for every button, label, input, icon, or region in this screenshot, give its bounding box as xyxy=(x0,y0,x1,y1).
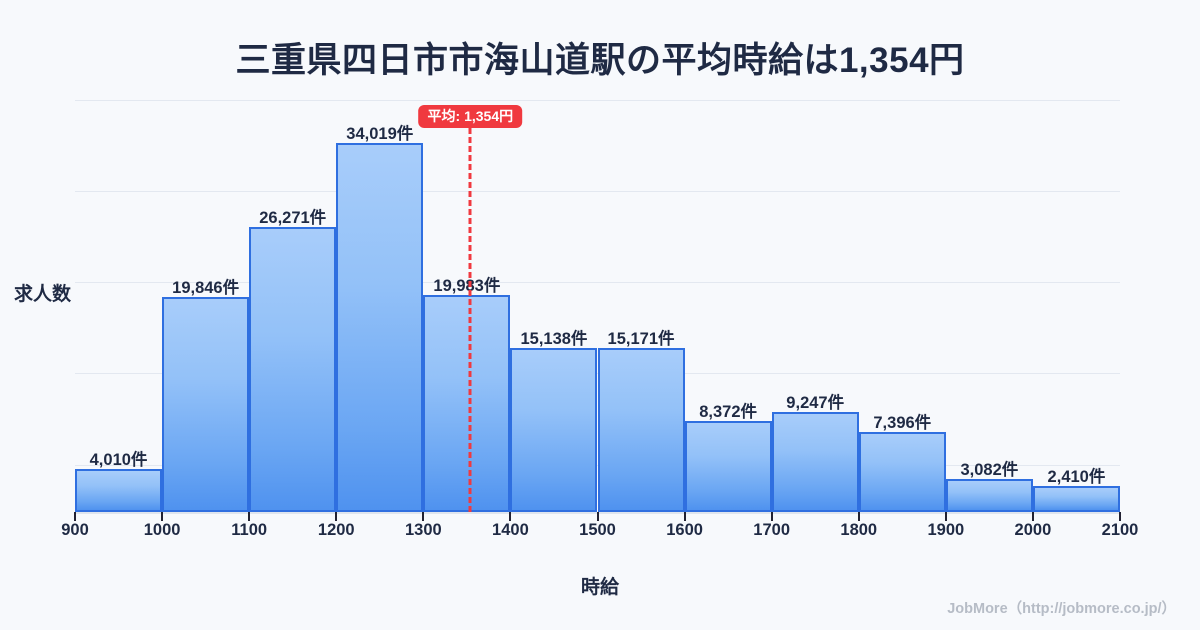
x-tick-label: 1600 xyxy=(666,521,703,539)
bar-value-label: 4,010件 xyxy=(89,450,148,469)
x-tick-label: 900 xyxy=(61,521,89,539)
x-tick-mark xyxy=(944,512,947,521)
x-tick-mark xyxy=(248,512,251,521)
bar[interactable] xyxy=(597,347,685,512)
y-axis-title: 求人数 xyxy=(14,284,72,305)
x-tick-mark xyxy=(509,512,512,521)
x-tick-label: 1800 xyxy=(840,521,878,539)
bar-value-label: 34,019件 xyxy=(346,125,414,144)
x-tick-label: 1400 xyxy=(492,521,529,539)
grid-line xyxy=(75,282,1120,283)
average-badge: 平均: 1,354円 xyxy=(418,105,523,128)
bar[interactable] xyxy=(423,295,511,512)
bar-value-label: 3,082件 xyxy=(960,460,1019,479)
bar[interactable] xyxy=(162,296,250,512)
x-tick-label: 1900 xyxy=(927,521,965,539)
chart-title: 三重県四日市市海山道駅の平均時給は1,354円 xyxy=(235,41,965,80)
average-line xyxy=(468,128,472,512)
bar-value-label: 19,846件 xyxy=(172,278,240,297)
x-tick-label: 1000 xyxy=(143,521,181,539)
x-tick-label: 2000 xyxy=(1014,521,1052,539)
x-tick-mark xyxy=(335,512,338,521)
bar[interactable] xyxy=(945,478,1033,512)
bar-value-label: 7,396件 xyxy=(873,413,932,432)
x-tick-label: 1500 xyxy=(579,521,616,539)
bar-value-label: 9,247件 xyxy=(786,393,845,412)
x-tick-label: 1200 xyxy=(317,521,355,539)
x-tick-mark xyxy=(683,512,686,521)
x-tick-mark xyxy=(857,512,860,521)
bar[interactable] xyxy=(858,431,946,512)
bar[interactable] xyxy=(510,347,598,512)
bar[interactable] xyxy=(684,421,772,512)
x-tick-mark xyxy=(1031,512,1034,521)
bar[interactable] xyxy=(336,143,424,512)
grid-line xyxy=(75,191,1120,192)
x-tick-mark xyxy=(161,512,164,521)
x-tick-label: 1300 xyxy=(404,521,442,539)
bar-value-label: 26,271件 xyxy=(259,209,327,228)
x-tick-mark xyxy=(74,512,76,521)
x-tick-mark xyxy=(596,512,599,521)
x-tick-mark xyxy=(770,512,773,521)
x-tick-label: 1700 xyxy=(753,521,791,539)
bar-value-label: 19,983件 xyxy=(433,277,501,296)
x-tick-label: 2100 xyxy=(1101,521,1139,539)
bar[interactable] xyxy=(1032,485,1120,512)
bar-value-label: 15,171件 xyxy=(607,329,675,348)
bar-value-label: 8,372件 xyxy=(699,403,758,422)
bar[interactable] xyxy=(75,468,163,512)
x-tick-label: 1100 xyxy=(231,521,268,539)
bar-value-label: 15,138件 xyxy=(520,329,588,348)
x-tick-mark xyxy=(1119,512,1121,521)
bar-value-label: 2,410件 xyxy=(1047,467,1106,486)
bar[interactable] xyxy=(249,227,337,512)
footer-credit: JobMore（http://jobmore.co.jp/） xyxy=(947,601,1176,617)
bar[interactable] xyxy=(771,411,859,512)
x-axis-title: 時給 xyxy=(580,577,619,598)
grid-line xyxy=(75,100,1120,101)
x-tick-mark xyxy=(422,512,425,521)
